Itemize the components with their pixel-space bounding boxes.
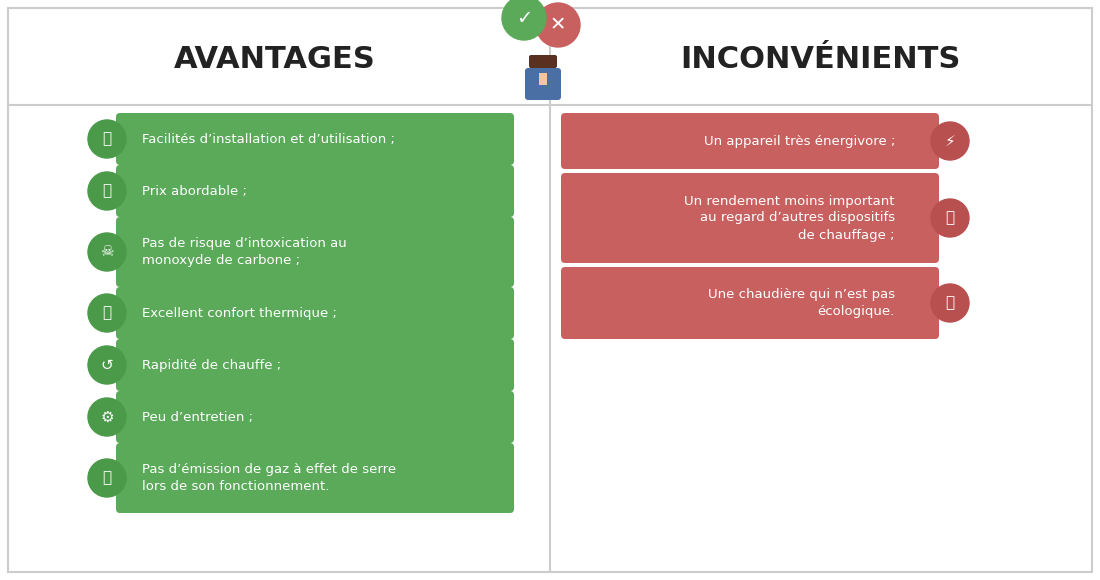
Circle shape xyxy=(502,0,546,40)
FancyBboxPatch shape xyxy=(561,267,939,339)
Circle shape xyxy=(931,199,969,237)
Text: 🔧: 🔧 xyxy=(102,132,111,147)
Text: Prix abordable ;: Prix abordable ; xyxy=(142,184,246,198)
Circle shape xyxy=(88,398,126,436)
Circle shape xyxy=(931,284,969,322)
Text: 🔥: 🔥 xyxy=(945,295,955,310)
Text: ✓: ✓ xyxy=(516,9,532,27)
FancyBboxPatch shape xyxy=(116,217,514,287)
Text: INCONVÉNIENTS: INCONVÉNIENTS xyxy=(680,45,960,74)
Circle shape xyxy=(88,459,126,497)
FancyBboxPatch shape xyxy=(116,113,514,165)
Text: 🗄: 🗄 xyxy=(102,183,111,198)
FancyBboxPatch shape xyxy=(116,339,514,391)
Text: AVANTAGES: AVANTAGES xyxy=(174,45,376,74)
Circle shape xyxy=(931,122,969,160)
Circle shape xyxy=(536,3,580,47)
Circle shape xyxy=(530,59,556,85)
Text: ✕: ✕ xyxy=(550,16,566,34)
FancyBboxPatch shape xyxy=(561,113,939,169)
Circle shape xyxy=(88,294,126,332)
FancyBboxPatch shape xyxy=(8,8,1092,572)
Text: ⚡: ⚡ xyxy=(945,133,956,148)
Circle shape xyxy=(88,172,126,210)
FancyBboxPatch shape xyxy=(539,73,547,85)
Text: Un rendement moins important
au regard d’autres dispositifs
de chauffage ;: Un rendement moins important au regard d… xyxy=(684,194,895,241)
FancyBboxPatch shape xyxy=(116,391,514,443)
Text: ☠: ☠ xyxy=(100,245,113,259)
FancyBboxPatch shape xyxy=(525,68,561,100)
Text: Pas de risque d’intoxication au
monoxyde de carbone ;: Pas de risque d’intoxication au monoxyde… xyxy=(142,237,346,267)
FancyBboxPatch shape xyxy=(116,443,514,513)
Text: Pas d’émission de gaz à effet de serre
lors de son fonctionnement.: Pas d’émission de gaz à effet de serre l… xyxy=(142,463,396,493)
FancyBboxPatch shape xyxy=(116,287,514,339)
FancyBboxPatch shape xyxy=(529,55,557,68)
Text: 🐷: 🐷 xyxy=(945,211,955,226)
Text: Une chaudière qui n’est pas
écologique.: Une chaudière qui n’est pas écologique. xyxy=(708,288,895,318)
Text: ⚙: ⚙ xyxy=(100,409,113,425)
Text: Excellent confort thermique ;: Excellent confort thermique ; xyxy=(142,306,337,320)
Text: 🌿: 🌿 xyxy=(102,470,111,485)
Circle shape xyxy=(88,233,126,271)
Text: Facilités d’installation et d’utilisation ;: Facilités d’installation et d’utilisatio… xyxy=(142,132,395,146)
Text: Un appareil très énergivore ;: Un appareil très énergivore ; xyxy=(704,135,895,147)
FancyBboxPatch shape xyxy=(116,165,514,217)
Circle shape xyxy=(88,346,126,384)
Text: 🔥: 🔥 xyxy=(102,306,111,321)
Text: ↺: ↺ xyxy=(100,357,113,372)
Circle shape xyxy=(88,120,126,158)
Text: Peu d’entretien ;: Peu d’entretien ; xyxy=(142,411,253,423)
FancyBboxPatch shape xyxy=(561,173,939,263)
Text: Rapidité de chauffe ;: Rapidité de chauffe ; xyxy=(142,358,282,372)
